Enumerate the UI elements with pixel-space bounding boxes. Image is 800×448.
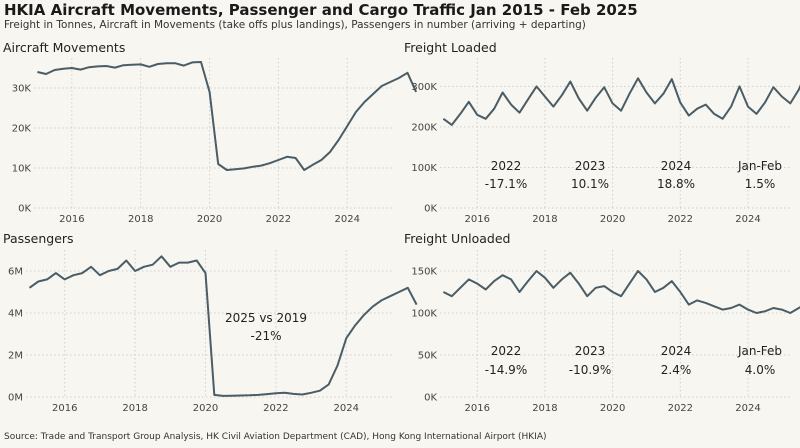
y-tick-label: 0K bbox=[18, 204, 31, 215]
x-tick-label: 2018 bbox=[532, 214, 557, 225]
panel-freight-unloaded: Freight Unloaded 0K 50K 100K 150K 2016 2018 202… bbox=[404, 231, 800, 414]
x-tick-label: 2016 bbox=[59, 214, 84, 225]
y-tick-label: 50K bbox=[418, 351, 438, 362]
panel-title: Freight Loaded bbox=[404, 40, 497, 55]
y-tick-label: 30K bbox=[12, 84, 32, 95]
x-tick-label: 2024 bbox=[334, 403, 359, 414]
source-note: Source: Trade and Transport Group Analys… bbox=[4, 432, 547, 442]
x-tick-label: 2018 bbox=[122, 403, 147, 414]
y-tick-label: 300K bbox=[411, 82, 437, 93]
x-tick-label: 2024 bbox=[335, 214, 360, 225]
x-tick-label: 2024 bbox=[735, 403, 760, 414]
series-line-aircraft bbox=[37, 61, 418, 171]
panel-freight-loaded: Freight Loaded 0K 100K 200K 300K 2016 2018 2020… bbox=[404, 40, 800, 225]
panel-aircraft: Aircraft Movements 0K 10K 20K 30K 2016 2018 202… bbox=[3, 40, 418, 225]
annotation-value: 1.5% bbox=[745, 177, 776, 191]
annotation-label: 2023 bbox=[575, 159, 606, 173]
x-tick-label: 2020 bbox=[197, 214, 222, 225]
x-tick-label: 2022 bbox=[263, 403, 288, 414]
y-tick-label: 6M bbox=[8, 267, 23, 278]
annotation-value: 2.4% bbox=[661, 363, 692, 377]
x-tick-label: 2016 bbox=[52, 403, 77, 414]
annotation-value: -14.9% bbox=[485, 363, 527, 377]
annotation-value: -21% bbox=[250, 329, 281, 343]
annotation-value: -17.1% bbox=[485, 177, 527, 191]
series-line-passengers bbox=[28, 255, 418, 397]
panel-passengers: Passengers 0M 2M 4M 6M 2016 2018 2020 2022 2024 20… bbox=[3, 231, 418, 414]
chart-title: HKIA Aircraft Movements, Passenger and C… bbox=[4, 1, 638, 19]
annotation-label: 2023 bbox=[575, 344, 606, 358]
annotation-label: 2022 bbox=[491, 159, 522, 173]
annotation-label: Jan-Feb bbox=[737, 159, 782, 173]
y-tick-label: 100K bbox=[411, 163, 437, 174]
series-line-freight-loaded bbox=[442, 77, 800, 126]
panel-title: Freight Unloaded bbox=[404, 231, 510, 246]
y-tick-label: 0K bbox=[424, 393, 437, 404]
annotation-value: 4.0% bbox=[745, 363, 776, 377]
x-tick-label: 2022 bbox=[668, 403, 693, 414]
annotation-label: 2022 bbox=[491, 344, 522, 358]
chart-subtitle: Freight in Tonnes, Aircraft in Movements… bbox=[4, 19, 586, 31]
y-tick-label: 0K bbox=[424, 204, 437, 215]
x-tick-label: 2020 bbox=[600, 403, 625, 414]
y-tick-label: 2M bbox=[8, 351, 23, 362]
y-tick-label: 20K bbox=[12, 124, 32, 135]
annotation-label: 2025 vs 2019 bbox=[225, 311, 307, 325]
y-tick-label: 10K bbox=[12, 164, 32, 175]
annotation-label: 2024 bbox=[661, 344, 692, 358]
panel-title: Passengers bbox=[3, 231, 74, 246]
annotation-value: -10.9% bbox=[569, 363, 611, 377]
x-tick-label: 2020 bbox=[600, 214, 625, 225]
y-tick-label: 150K bbox=[411, 267, 437, 278]
x-tick-label: 2024 bbox=[735, 214, 760, 225]
annotation-label: 2024 bbox=[661, 159, 692, 173]
y-tick-label: 0M bbox=[8, 393, 23, 404]
panel-title: Aircraft Movements bbox=[3, 40, 125, 55]
y-tick-label: 200K bbox=[411, 122, 437, 133]
annotation-label: Jan-Feb bbox=[737, 344, 782, 358]
x-tick-label: 2018 bbox=[532, 403, 557, 414]
x-tick-label: 2016 bbox=[465, 214, 490, 225]
y-tick-label: 100K bbox=[411, 309, 437, 320]
annotation-value: 18.8% bbox=[657, 177, 695, 191]
annotation-value: 10.1% bbox=[571, 177, 609, 191]
y-tick-label: 4M bbox=[8, 309, 23, 320]
x-tick-label: 2022 bbox=[266, 214, 291, 225]
x-tick-label: 2016 bbox=[465, 403, 490, 414]
x-tick-label: 2022 bbox=[668, 214, 693, 225]
x-tick-label: 2018 bbox=[128, 214, 153, 225]
x-tick-label: 2020 bbox=[193, 403, 218, 414]
series-line-freight-unloaded bbox=[442, 270, 800, 314]
